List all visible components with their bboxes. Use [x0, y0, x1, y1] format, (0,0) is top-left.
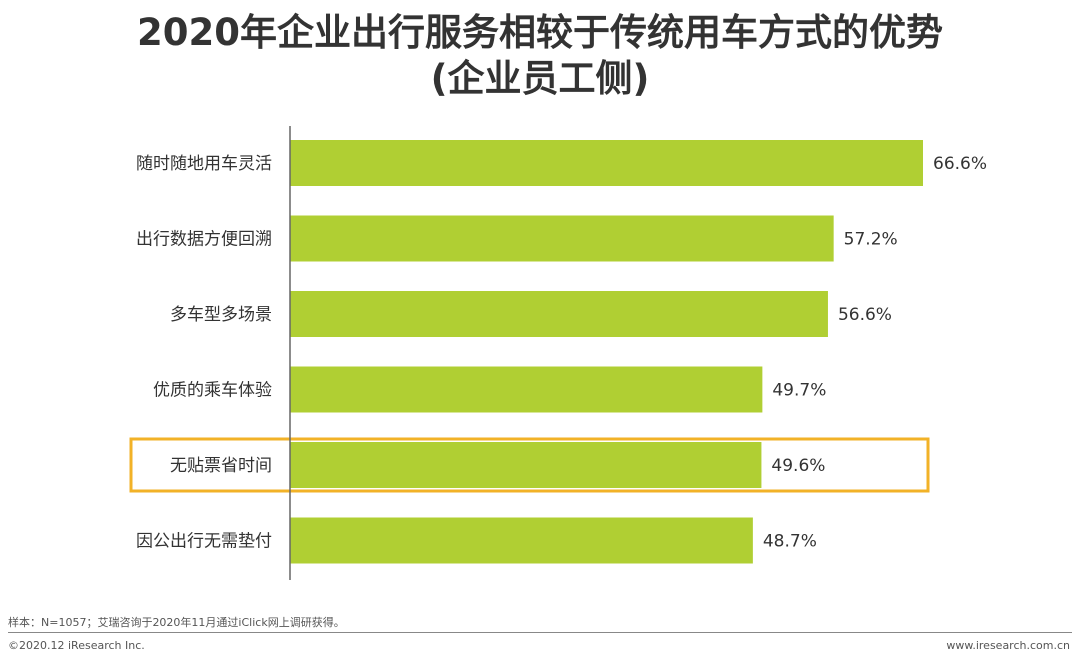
chart-title: 2020年企业出行服务相较于传统用车方式的优势 (企业员工侧): [0, 10, 1080, 102]
value-label-1: 66.6%: [933, 154, 987, 174]
bar-4: [290, 366, 763, 413]
category-label-1: 随时随地用车灵活: [136, 154, 272, 174]
source-note: 样本：N=1057；艾瑞咨询于2020年11月通过iClick网上调研获得。: [8, 616, 345, 629]
category-label-2: 出行数据方便回溯: [136, 230, 272, 250]
category-label-4: 优质的乘车体验: [153, 381, 272, 401]
category-label-5: 无贴票省时间: [170, 456, 272, 476]
category-label-3: 多车型多场景: [170, 305, 272, 325]
highlight-box: [129, 437, 930, 493]
website-link[interactable]: www.iresearch.com.cn: [946, 639, 1070, 652]
bar-5: [290, 442, 762, 488]
value-label-5: 49.6%: [771, 456, 825, 476]
bar-6: [290, 517, 753, 564]
value-label-4: 49.7%: [772, 381, 826, 401]
value-label-2: 57.2%: [844, 230, 898, 250]
bar-1: [290, 140, 923, 186]
chart-subtitle: (企业员工侧): [430, 57, 650, 100]
value-label-6: 48.7%: [763, 532, 817, 552]
bar-3: [290, 291, 828, 337]
value-label-3: 56.6%: [838, 305, 892, 325]
footer-divider: [8, 632, 1072, 633]
chart-title-main: 2020年企业出行服务相较于传统用车方式的优势: [137, 11, 943, 54]
copyright-text: ©2020.12 iResearch Inc.: [8, 639, 145, 652]
bar-chart: 随时随地用车灵活 66.6% 出行数据方便回溯 57.2% 多车型多场景 56.6% 优质的…: [129, 126, 987, 580]
category-label-6: 因公出行无需垫付: [136, 532, 272, 552]
bar-2: [290, 215, 834, 262]
